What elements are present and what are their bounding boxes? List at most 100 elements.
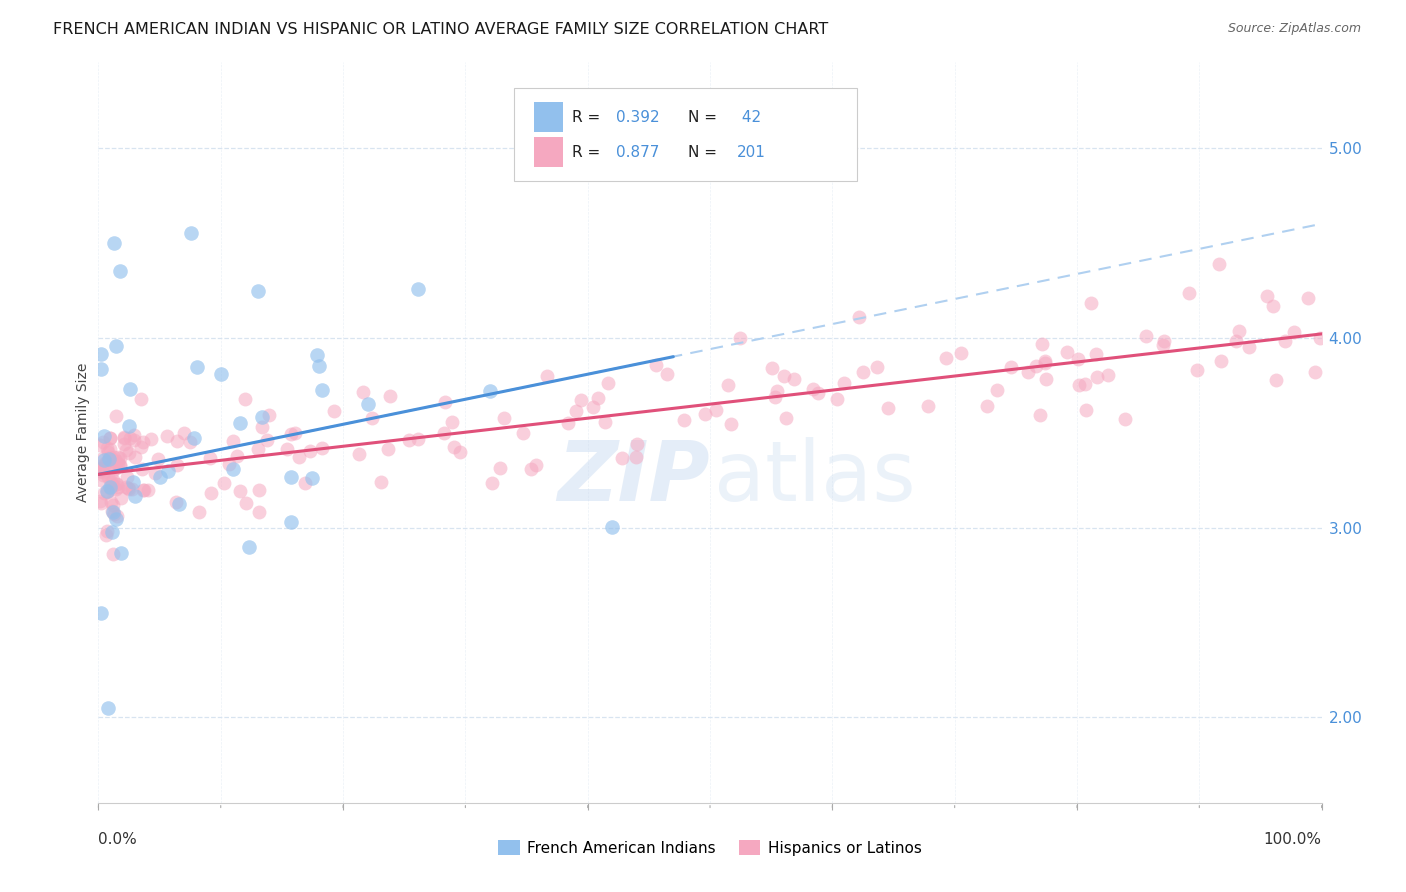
Point: [122, 433, 145, 447]
Point: [377, 442, 399, 457]
Point: [149, 470, 172, 484]
Point: [825, 392, 848, 406]
Point: [110, 545, 132, 559]
Point: [91, 465, 114, 479]
Point: [96, 442, 118, 456]
Y-axis label: Average Family Size: Average Family Size: [76, 363, 90, 502]
Point: [117, 481, 139, 495]
Point: [97, 460, 120, 475]
Point: [1000, 360, 1022, 375]
Point: [252, 409, 274, 424]
Point: [434, 395, 457, 409]
Point: [235, 392, 257, 407]
Text: ZIP: ZIP: [557, 436, 710, 517]
Point: [229, 484, 252, 499]
Point: [600, 520, 623, 534]
Point: [256, 433, 278, 447]
Point: [1211, 353, 1233, 368]
Point: [101, 478, 124, 492]
Text: 42: 42: [737, 110, 761, 125]
Point: [1025, 359, 1047, 373]
Point: [101, 504, 124, 518]
Point: [105, 409, 128, 424]
Point: [179, 435, 201, 450]
Point: [104, 453, 127, 467]
Point: [582, 401, 605, 415]
Text: atlas: atlas: [714, 436, 915, 517]
Point: [118, 482, 141, 496]
Point: [1152, 338, 1174, 352]
Text: R =: R =: [572, 145, 605, 160]
Point: [98, 431, 121, 445]
Point: [398, 433, 420, 447]
Point: [96, 527, 118, 541]
Point: [673, 413, 696, 427]
Point: [704, 402, 727, 417]
Point: [131, 434, 153, 449]
Text: FRENCH AMERICAN INDIAN VS HISPANIC OR LATINO AVERAGE FAMILY SIZE CORRELATION CHA: FRENCH AMERICAN INDIAN VS HISPANIC OR LA…: [53, 22, 828, 37]
Point: [96, 484, 118, 499]
Point: [89, 438, 111, 452]
Point: [90, 346, 112, 360]
Point: [124, 489, 146, 503]
Point: [212, 475, 235, 490]
Point: [247, 483, 270, 497]
Point: [877, 401, 900, 415]
Point: [238, 540, 260, 554]
Point: [280, 515, 302, 529]
Point: [110, 264, 132, 278]
Point: [917, 399, 939, 413]
Point: [1035, 355, 1057, 369]
Text: Source: ZipAtlas.com: Source: ZipAtlas.com: [1227, 22, 1361, 36]
Point: [347, 447, 370, 461]
Text: 201: 201: [737, 145, 766, 160]
Point: [97, 470, 120, 484]
Point: [246, 442, 269, 457]
Point: [112, 431, 135, 445]
Point: [143, 466, 166, 480]
Point: [105, 339, 128, 353]
Point: [90, 461, 112, 475]
Point: [807, 385, 830, 400]
Point: [112, 430, 135, 444]
Point: [1296, 292, 1319, 306]
Point: [512, 426, 534, 441]
Text: R =: R =: [572, 110, 605, 125]
Point: [101, 454, 124, 468]
Point: [280, 470, 302, 484]
Point: [352, 384, 374, 399]
Point: [1178, 285, 1201, 300]
Point: [1097, 368, 1119, 382]
Point: [298, 443, 321, 458]
FancyBboxPatch shape: [534, 103, 564, 132]
Point: [356, 397, 378, 411]
Point: [1135, 328, 1157, 343]
Point: [105, 508, 128, 523]
Point: [124, 450, 146, 465]
Point: [89, 464, 111, 478]
Point: [832, 376, 855, 391]
Point: [536, 369, 558, 384]
Point: [848, 310, 870, 325]
Point: [107, 454, 129, 468]
Point: [288, 450, 311, 464]
Point: [763, 391, 786, 405]
Point: [586, 391, 609, 405]
Point: [1073, 377, 1095, 392]
Point: [311, 383, 333, 397]
Point: [693, 408, 716, 422]
Point: [100, 465, 122, 479]
Point: [569, 393, 592, 408]
Point: [866, 359, 889, 374]
Point: [1067, 352, 1090, 367]
Point: [100, 482, 122, 496]
Point: [976, 399, 998, 413]
Point: [322, 404, 344, 418]
Point: [105, 477, 128, 491]
Point: [173, 426, 195, 441]
Point: [96, 455, 118, 469]
Point: [118, 419, 141, 434]
Point: [105, 477, 128, 491]
Point: [1309, 331, 1331, 345]
Point: [1264, 373, 1286, 387]
